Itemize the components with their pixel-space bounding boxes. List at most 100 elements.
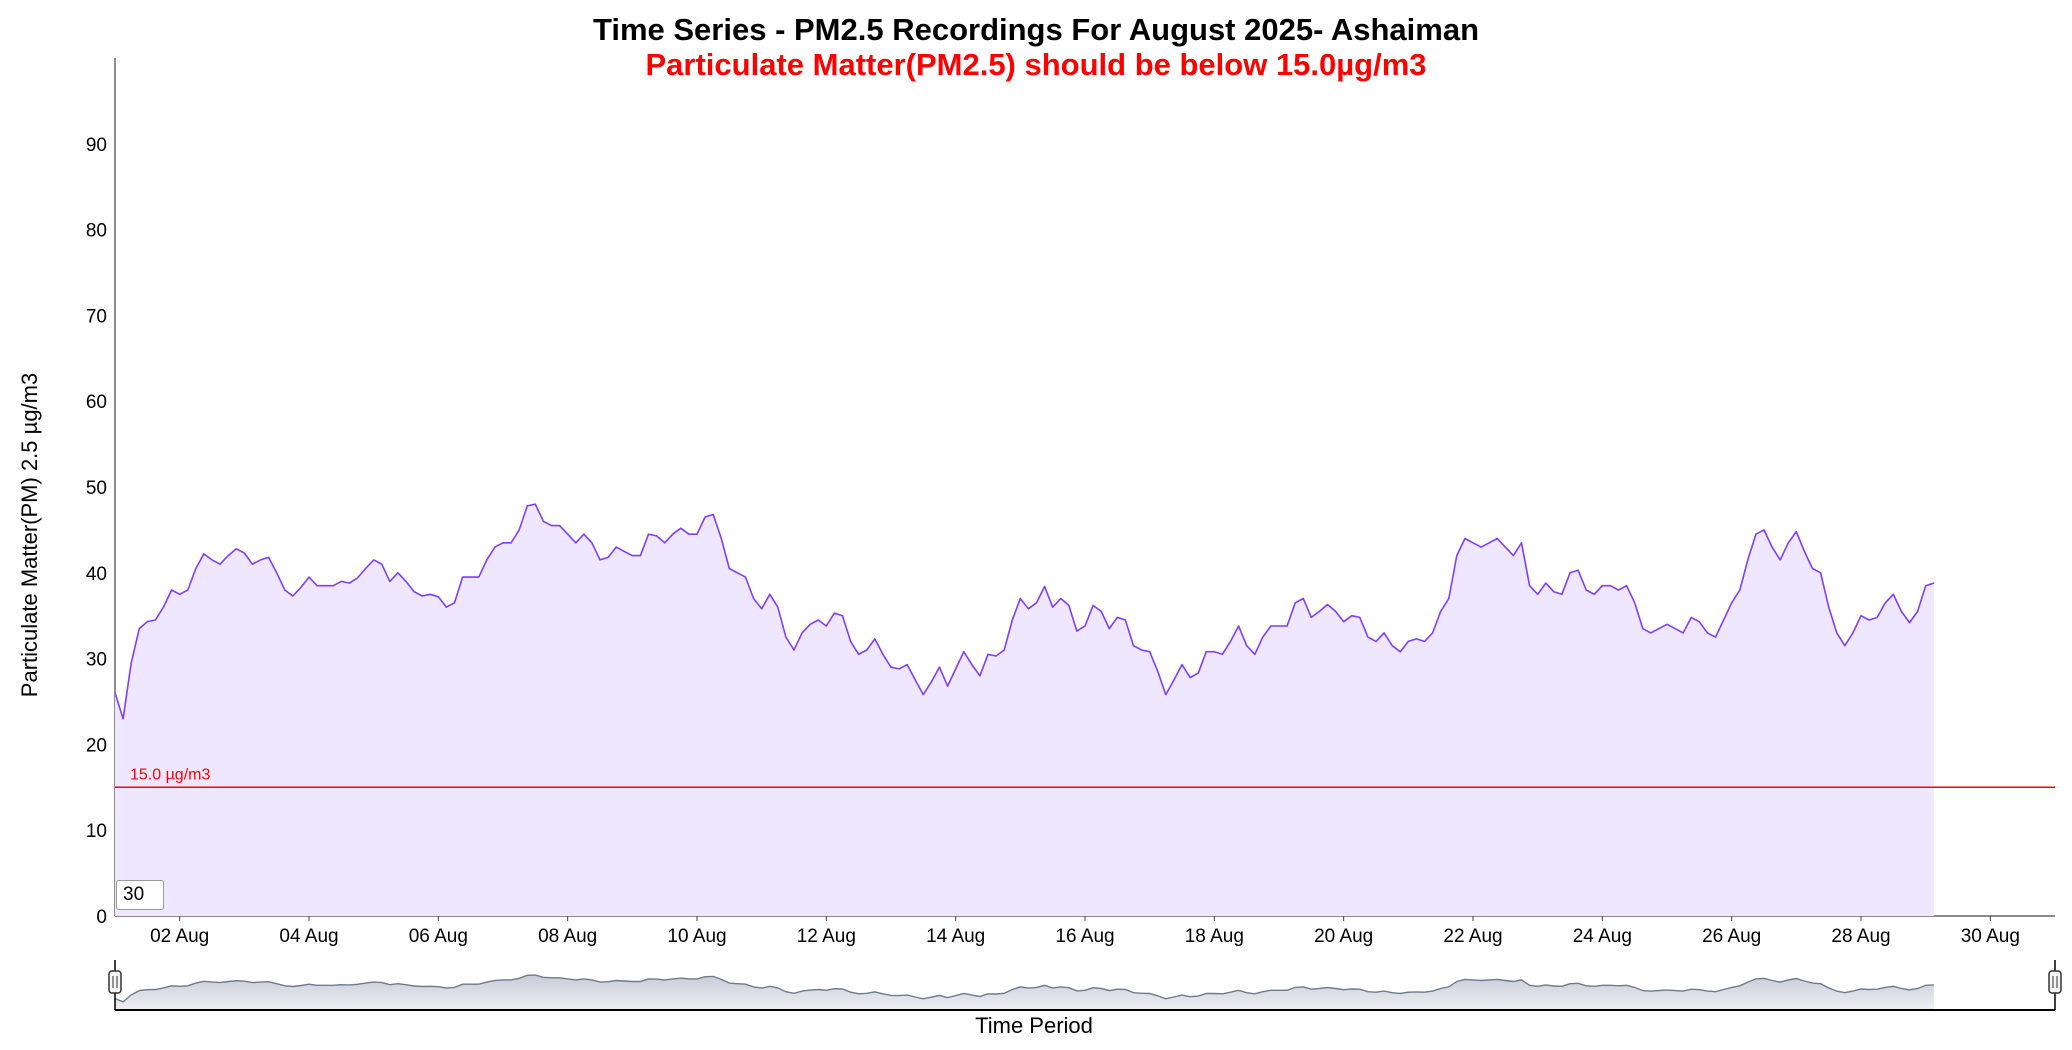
data-point [647,533,650,535]
data-point [1617,589,1620,591]
data-point [906,664,908,666]
x-tick-label: 20 Aug [1314,926,1373,947]
data-point [672,533,674,535]
data-point [1238,625,1240,627]
data-point [769,593,771,595]
data-point [1739,589,1741,591]
data-point [1375,640,1377,643]
range-navigator[interactable] [108,960,2062,1011]
data-point [510,542,512,544]
data-point [276,572,278,574]
data-point [340,580,342,583]
data-point [1642,628,1644,630]
data-point [1205,651,1207,653]
data-point [478,576,480,578]
data-point [534,503,536,505]
data-point [1593,593,1595,595]
data-point [1335,610,1337,613]
x-tick-label: 18 Aug [1185,926,1244,947]
data-point [1383,632,1385,634]
data-point [219,563,221,565]
data-point [429,593,431,595]
data-point [1084,625,1086,627]
y-tick-label: 80 [86,221,107,242]
data-point [114,692,116,694]
data-point [1650,632,1652,634]
data-point [130,662,132,664]
data-point [599,559,601,561]
data-point [1116,616,1118,619]
data-point [494,546,496,548]
data-point [1318,610,1320,613]
data-point [1343,621,1345,623]
data-point [1415,638,1417,640]
data-point [607,556,609,559]
data-point [930,681,933,683]
data-point [1229,640,1232,643]
data-point [486,559,488,561]
data-point [1262,636,1264,638]
data-point [987,653,989,655]
threshold-label: 15.0 µg/m3 [130,766,210,783]
data-point [1529,585,1531,587]
data-point [227,555,229,557]
data-point [631,555,633,557]
data-point [979,675,981,677]
data-point [1723,619,1725,621]
data-point [421,595,423,597]
y-tick-label: 60 [86,392,107,413]
navigator-right-handle[interactable] [2048,970,2062,994]
data-point [308,576,310,578]
data-point [712,513,714,516]
y-tick-label: 50 [86,478,107,499]
data-point [1731,602,1733,604]
data-point [1755,533,1757,535]
data-point [1860,615,1862,617]
data-point [550,525,553,527]
data-point [1892,593,1894,595]
data-point [292,595,294,597]
data-point [1076,630,1078,632]
series-line [114,503,1935,720]
data-point [688,533,690,535]
data-point [1100,610,1102,613]
data-point [1714,636,1717,638]
data-point [1270,625,1272,627]
data-point [1828,606,1830,608]
data-point [332,585,334,587]
y-tick-label: 20 [86,735,107,756]
data-point [971,664,973,666]
data-point [526,505,528,507]
data-point [995,655,997,657]
data-point [138,628,140,630]
x-tick-label: 16 Aug [1055,926,1114,947]
data-point [567,533,569,535]
rolling-period-input[interactable] [116,880,164,910]
data-point [397,572,399,574]
data-point [1359,616,1361,619]
data-point [882,653,884,655]
data-point [203,553,205,555]
data-point [947,685,949,687]
data-point [1351,615,1353,617]
data-point [413,591,415,593]
data-point [955,668,957,670]
data-point [470,576,472,578]
data-point [809,623,811,625]
x-tick-label: 24 Aug [1573,926,1632,947]
data-point [1326,603,1329,606]
data-point [1149,651,1151,653]
data-point [696,533,698,535]
x-axis-label: Time Period [975,1013,1093,1038]
navigator-left-handle[interactable] [108,970,122,994]
data-point [1795,531,1797,533]
data-point [1003,649,1005,651]
data-point [1213,651,1215,653]
data-point [356,577,359,579]
data-point [381,563,383,565]
data-point [1585,589,1587,591]
data-point [559,525,561,527]
data-point [1440,610,1442,613]
x-tick-label: 28 Aug [1831,926,1890,947]
